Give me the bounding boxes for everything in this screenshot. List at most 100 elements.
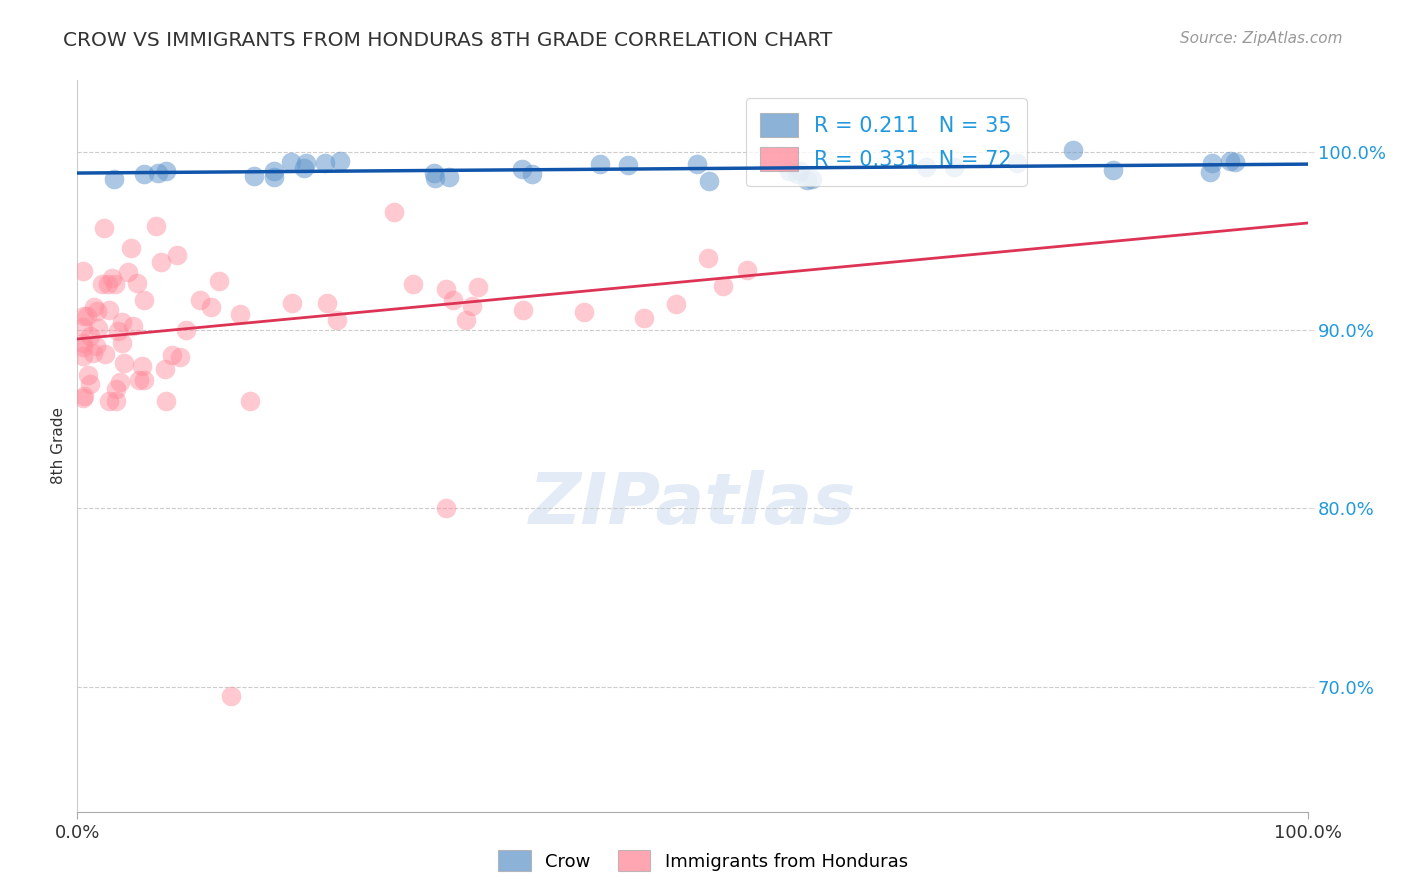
Point <box>103 171 125 186</box>
Point <box>108 375 131 389</box>
Y-axis label: 8th Grade: 8th Grade <box>51 408 66 484</box>
Point <box>97 277 120 291</box>
Point <box>93 220 115 235</box>
Point <box>105 383 128 397</box>
Text: CROW VS IMMIGRANTS FROM HONDURAS 8TH GRADE CORRELATION CHART: CROW VS IMMIGRANTS FROM HONDURAS 8TH GRA… <box>63 31 832 50</box>
Point <box>281 296 304 310</box>
Point <box>520 167 543 181</box>
Point <box>423 170 446 185</box>
Point <box>120 241 142 255</box>
Point <box>125 276 148 290</box>
Point <box>1199 165 1222 179</box>
Point <box>150 255 173 269</box>
Point <box>686 157 709 171</box>
Point <box>148 166 170 180</box>
Point <box>97 394 120 409</box>
Point <box>735 263 758 277</box>
Point <box>111 315 134 329</box>
Point <box>437 169 460 184</box>
Legend: R = 0.211   N = 35, R = 0.331   N = 72: R = 0.211 N = 35, R = 0.331 N = 72 <box>745 98 1026 186</box>
Point <box>208 274 231 288</box>
Point <box>697 251 720 265</box>
Point <box>117 265 139 279</box>
Point <box>166 248 188 262</box>
Point <box>314 156 336 170</box>
Point <box>73 309 96 323</box>
Legend: Crow, Immigrants from Honduras: Crow, Immigrants from Honduras <box>491 843 915 879</box>
Point <box>574 305 596 319</box>
Point <box>589 157 612 171</box>
Point <box>786 167 808 181</box>
Point <box>72 340 94 354</box>
Point <box>111 336 134 351</box>
Point <box>169 350 191 364</box>
Point <box>91 277 114 291</box>
Point <box>219 689 242 703</box>
Point <box>72 336 94 351</box>
Point <box>190 293 212 308</box>
Point <box>86 321 108 335</box>
Point <box>1005 156 1028 170</box>
Point <box>84 338 107 352</box>
Point <box>76 368 98 382</box>
Point <box>132 293 155 307</box>
Point <box>73 388 96 402</box>
Point <box>510 161 533 176</box>
Point <box>174 323 197 337</box>
Point <box>145 219 167 234</box>
Point <box>441 293 464 307</box>
Point <box>326 313 349 327</box>
Point <box>101 270 124 285</box>
Point <box>153 362 176 376</box>
Point <box>1101 162 1123 177</box>
Point <box>79 328 101 343</box>
Point <box>665 297 688 311</box>
Point <box>1062 143 1084 157</box>
Point <box>436 501 458 516</box>
Point <box>132 373 155 387</box>
Point <box>86 303 108 318</box>
Point <box>103 277 125 291</box>
Point <box>160 348 183 362</box>
Point <box>1223 154 1246 169</box>
Point <box>796 173 818 187</box>
Point <box>633 310 655 325</box>
Point <box>243 169 266 183</box>
Point <box>263 169 285 184</box>
Point <box>76 309 98 323</box>
Point <box>467 279 489 293</box>
Text: ZIPatlas: ZIPatlas <box>529 470 856 539</box>
Point <box>461 300 484 314</box>
Point <box>104 394 127 409</box>
Point <box>82 346 104 360</box>
Point <box>83 300 105 314</box>
Point <box>778 164 800 178</box>
Point <box>292 161 315 175</box>
Point <box>229 307 252 321</box>
Point <box>436 282 458 296</box>
Point <box>97 302 120 317</box>
Point <box>131 359 153 373</box>
Point <box>943 161 966 175</box>
Point <box>121 319 143 334</box>
Point <box>1219 154 1241 169</box>
Point <box>402 277 425 292</box>
Point <box>329 153 352 168</box>
Point <box>134 167 156 181</box>
Point <box>422 166 444 180</box>
Point <box>789 164 811 178</box>
Point <box>72 350 94 364</box>
Point <box>1201 155 1223 169</box>
Point <box>72 264 94 278</box>
Point <box>512 302 534 317</box>
Point <box>316 295 339 310</box>
Point <box>263 163 285 178</box>
Point <box>200 300 222 314</box>
Point <box>128 372 150 386</box>
Point <box>295 156 318 170</box>
Point <box>79 377 101 392</box>
Point <box>239 394 262 409</box>
Point <box>915 160 938 174</box>
Point <box>112 356 135 370</box>
Point <box>155 163 177 178</box>
